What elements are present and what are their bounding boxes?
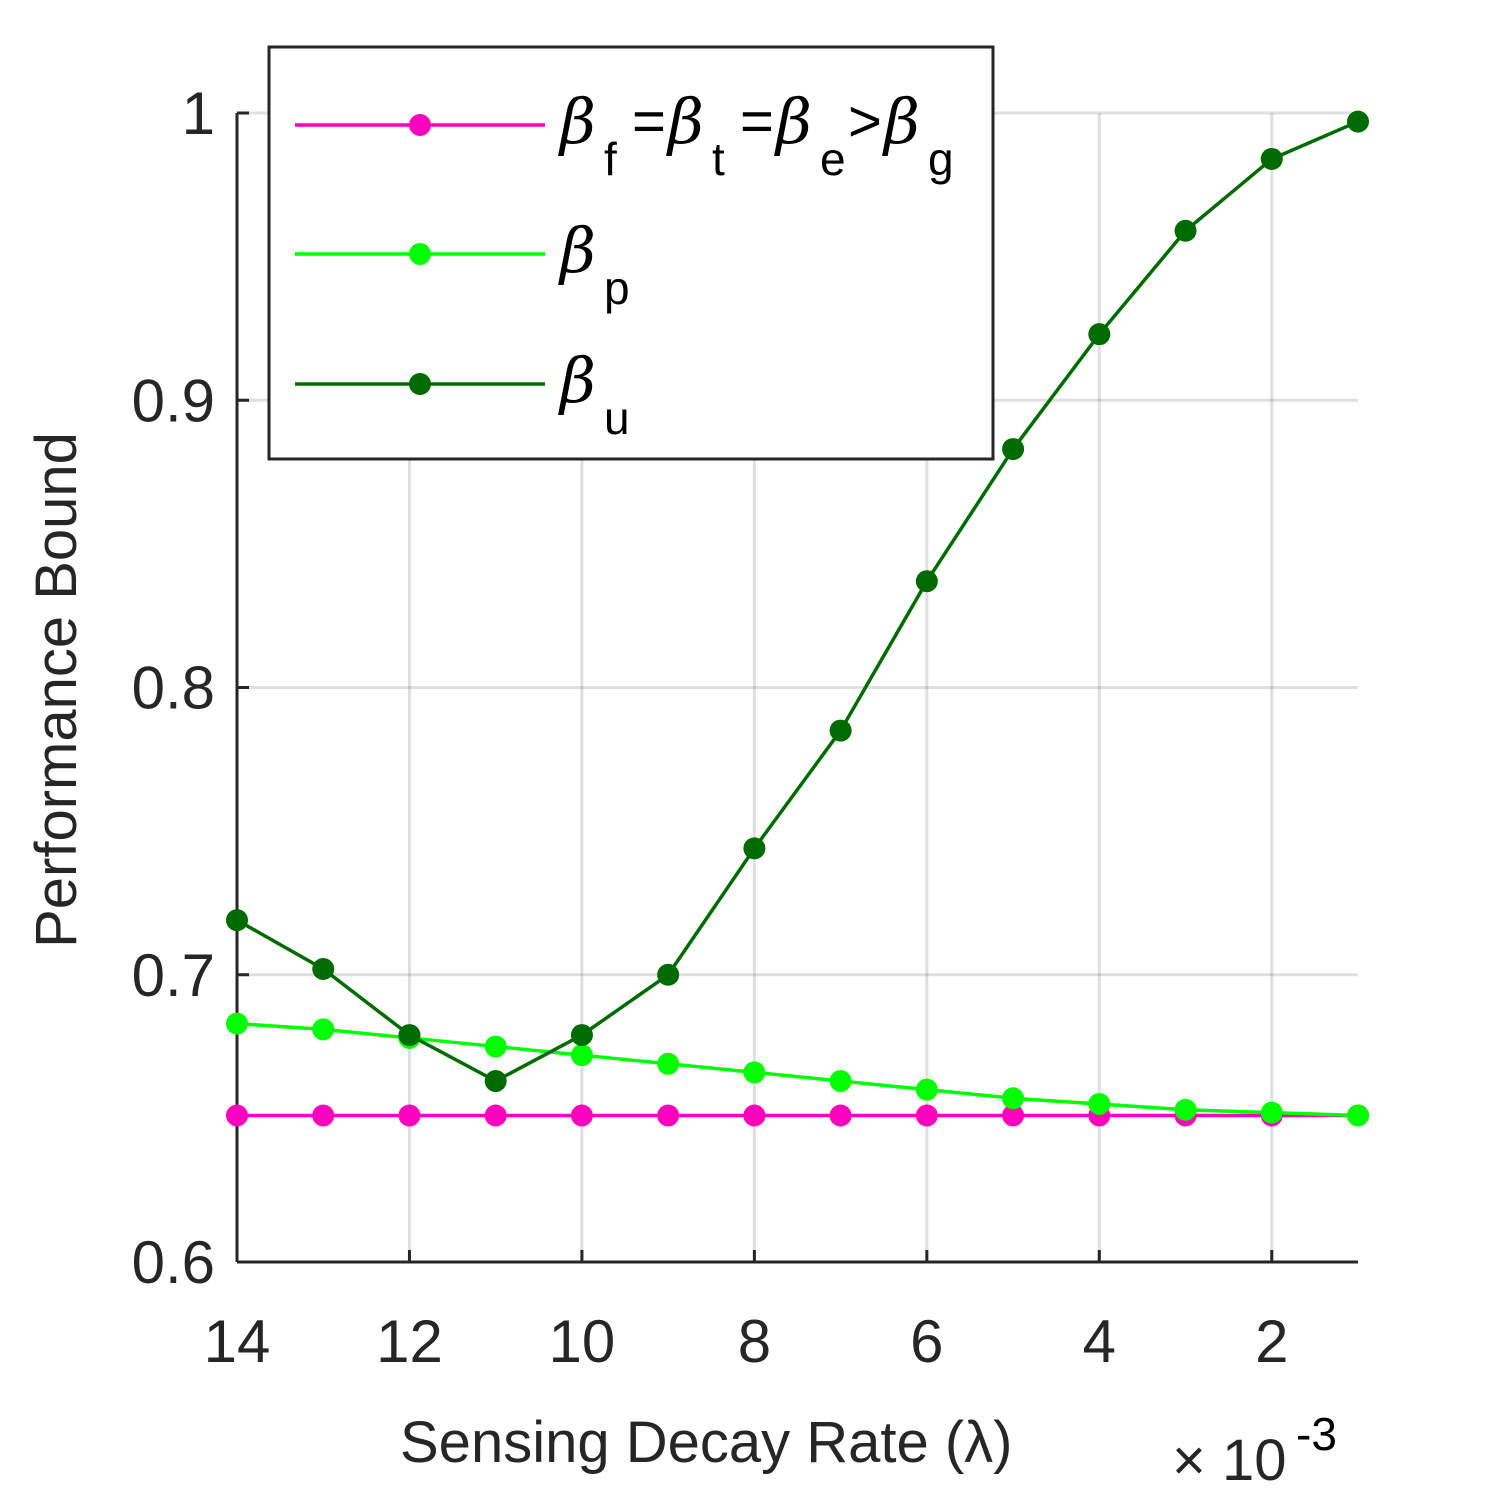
legend-swatch-marker-fteg	[409, 114, 431, 136]
series-u	[226, 110, 1369, 1093]
series-fteg-point-4	[570, 1104, 593, 1127]
legend-operator-fteg-1: =	[632, 89, 666, 154]
legend-symbol-fteg-6: β	[882, 85, 920, 158]
x-exponent-base: × 10	[1172, 1428, 1287, 1493]
series-u-point-5	[657, 963, 680, 986]
y-tick-label-0: 0.6	[132, 1229, 215, 1296]
series-p	[226, 1012, 1369, 1127]
series-u-point-12	[1260, 147, 1283, 170]
legend-swatch-marker-u	[409, 373, 431, 395]
series-u-point-11	[1174, 219, 1197, 242]
series-fteg-point-7	[829, 1104, 852, 1127]
series-u-point-1	[312, 958, 335, 981]
x-tick-label-6: 2	[1255, 1308, 1288, 1375]
series-p-point-7	[829, 1070, 852, 1093]
x-tick-label-0: 14	[204, 1308, 271, 1375]
legend-subscript-u-0: u	[604, 392, 630, 444]
legend-operator-fteg-5: >	[848, 89, 882, 154]
y-tick-labels: 0.6 0.7 0.8 0.9 1	[132, 80, 215, 1296]
series-u-point-8	[915, 570, 938, 593]
y-tick-label-1: 0.7	[132, 942, 215, 1009]
series-u-point-13	[1347, 110, 1369, 133]
series-fteg-point-9	[1002, 1104, 1025, 1127]
series-fteg-point-3	[484, 1104, 507, 1127]
legend-entry-p: βp	[295, 214, 630, 314]
series-u-point-4	[570, 1024, 593, 1047]
x-tick-label-2: 10	[549, 1308, 616, 1375]
series-fteg-point-8	[915, 1104, 938, 1127]
x-tick-label-5: 4	[1083, 1308, 1116, 1375]
y-axis-label: Performance Bound	[24, 432, 89, 948]
legend-subscript-fteg-2: t	[712, 133, 725, 185]
legend-entry-u: βu	[295, 344, 630, 444]
series-p-point-3	[484, 1035, 507, 1058]
x-tick-label-4: 6	[910, 1308, 943, 1375]
series-u-point-7	[829, 719, 852, 742]
legend-subscript-fteg-6: g	[928, 133, 954, 185]
series-fteg-point-0	[226, 1104, 248, 1127]
series-group	[226, 110, 1369, 1127]
series-u-point-2	[398, 1024, 421, 1047]
x-tick-labels: 14 12 10 8 6 4 2	[204, 1308, 1289, 1375]
series-fteg-point-5	[657, 1104, 680, 1127]
series-u-point-3	[484, 1070, 507, 1093]
series-p-point-12	[1260, 1101, 1283, 1124]
series-p-point-6	[743, 1061, 766, 1084]
x-tick-label-3: 8	[738, 1308, 771, 1375]
legend-subscript-fteg-4: e	[820, 133, 846, 185]
y-tick-label-3: 0.9	[132, 367, 215, 434]
legend-symbol-fteg-4: β	[774, 85, 812, 158]
y-tick-label-4: 1	[182, 80, 215, 147]
series-u-point-0	[226, 909, 248, 932]
series-u-point-6	[743, 837, 766, 860]
series-fteg-point-2	[398, 1104, 421, 1127]
legend-symbol-fteg-2: β	[666, 85, 704, 158]
legend-operator-fteg-3: =	[740, 89, 774, 154]
series-fteg	[226, 1104, 1369, 1127]
series-p-point-11	[1174, 1098, 1197, 1121]
x-tick-label-1: 12	[376, 1308, 443, 1375]
series-u-point-9	[1002, 438, 1025, 461]
x-axis-exponent: × 10 -3	[1172, 1408, 1337, 1493]
axes	[235, 111, 1358, 1264]
legend-symbol-u-0: β	[558, 344, 596, 417]
legend-symbol-fteg-0: β	[558, 85, 596, 158]
series-fteg-point-1	[312, 1104, 335, 1127]
x-exponent-power: -3	[1296, 1408, 1337, 1460]
series-fteg-point-6	[743, 1104, 766, 1127]
series-p-point-5	[657, 1052, 680, 1075]
legend-entry-fteg: βf= βt= βe> βg	[295, 85, 954, 185]
series-p-point-4	[570, 1044, 593, 1067]
series-u-point-10	[1088, 323, 1111, 346]
series-p-point-9	[1002, 1087, 1025, 1110]
series-p-point-10	[1088, 1093, 1111, 1116]
series-p-point-1	[312, 1018, 335, 1041]
legend-subscript-fteg-0: f	[604, 133, 617, 185]
series-u-line	[236, 120, 1359, 1084]
legend-subscript-p-0: p	[604, 262, 630, 314]
series-p-point-8	[915, 1078, 938, 1101]
series-p-point-0	[226, 1012, 248, 1035]
x-axis-label: Sensing Decay Rate (λ)	[400, 1410, 1012, 1475]
legend-swatch-marker-p	[409, 243, 431, 265]
series-p-point-13	[1347, 1104, 1369, 1127]
legend-symbol-p-0: β	[558, 214, 596, 287]
series-p-line	[236, 1021, 1359, 1118]
y-tick-label-2: 0.8	[132, 655, 215, 722]
